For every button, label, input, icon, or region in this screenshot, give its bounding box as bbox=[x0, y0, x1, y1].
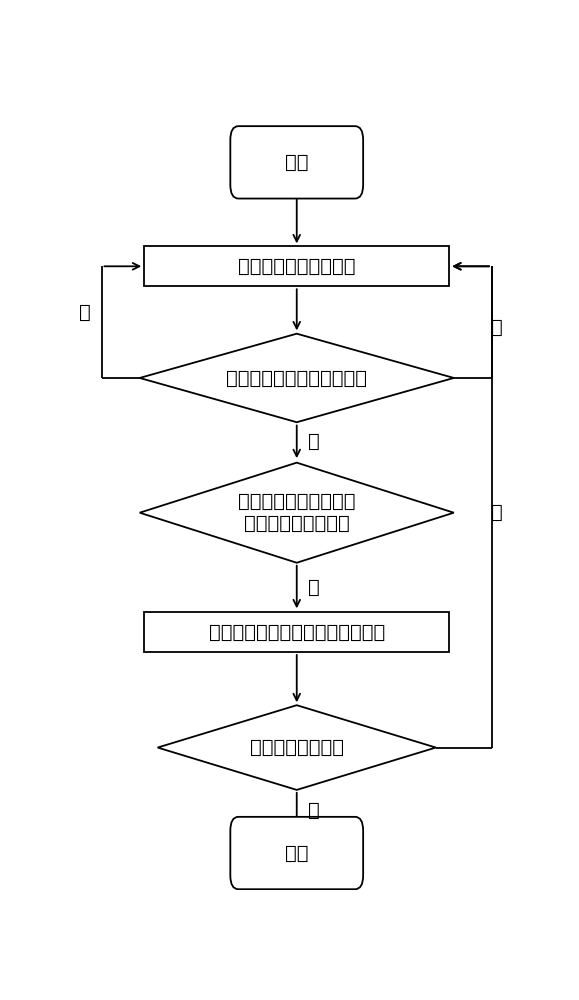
Text: 结束: 结束 bbox=[285, 844, 309, 863]
Polygon shape bbox=[140, 334, 454, 422]
Text: 否: 否 bbox=[490, 318, 503, 337]
Polygon shape bbox=[140, 463, 454, 563]
Text: 遍历电网中各支路名称: 遍历电网中各支路名称 bbox=[238, 257, 356, 276]
Text: 是: 是 bbox=[79, 303, 90, 322]
Text: 开始: 开始 bbox=[285, 153, 309, 172]
Text: 判断某支路是否为边界支路: 判断某支路是否为边界支路 bbox=[226, 368, 367, 387]
FancyBboxPatch shape bbox=[230, 817, 363, 889]
Bar bbox=[144, 612, 449, 652]
Polygon shape bbox=[157, 705, 436, 790]
FancyBboxPatch shape bbox=[230, 126, 363, 199]
Text: 判断该支路的所属公司
和调管单位是否相同: 判断该支路的所属公司 和调管单位是否相同 bbox=[238, 492, 356, 533]
Text: 否: 否 bbox=[308, 578, 320, 597]
Text: 从公共服务器获取支路的参数信息: 从公共服务器获取支路的参数信息 bbox=[208, 623, 385, 642]
Text: 判断是否遍历完毕: 判断是否遍历完毕 bbox=[250, 738, 344, 757]
Text: 是: 是 bbox=[308, 801, 320, 820]
Bar bbox=[144, 246, 449, 286]
Text: 否: 否 bbox=[490, 503, 503, 522]
Text: 是: 是 bbox=[308, 432, 320, 451]
